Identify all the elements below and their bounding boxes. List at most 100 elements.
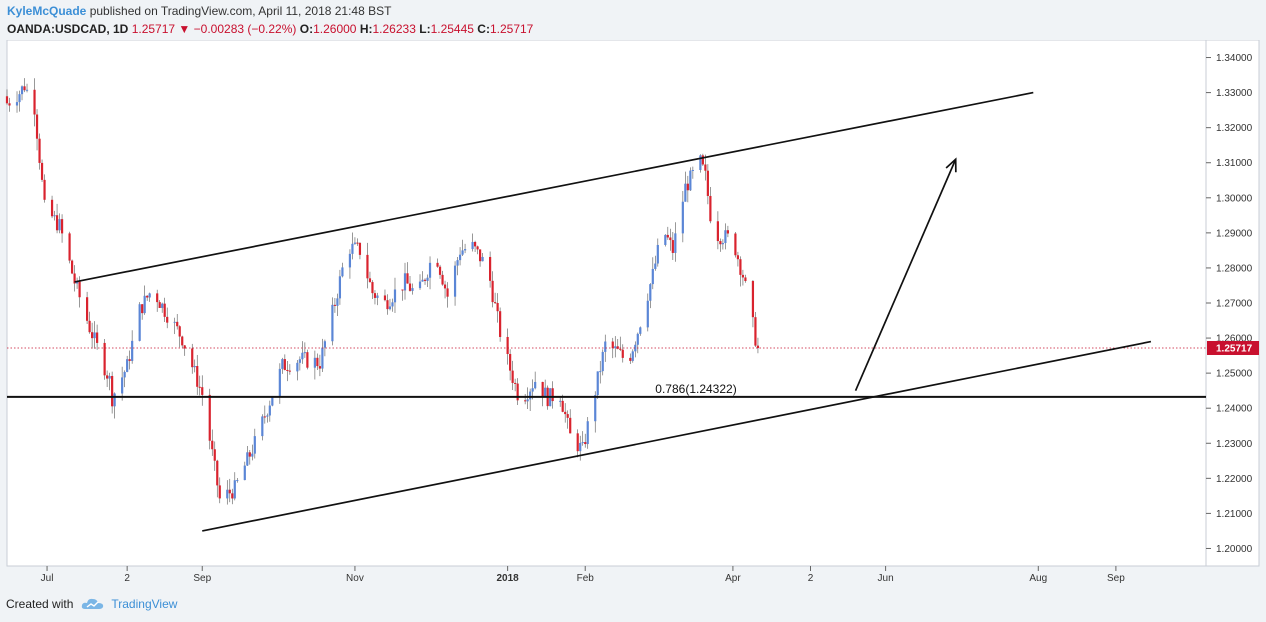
candle-body bbox=[126, 359, 129, 372]
time-tick-label: Feb bbox=[577, 573, 595, 584]
close-label: C: bbox=[477, 22, 490, 36]
price-tick-label: 1.20000 bbox=[1216, 544, 1253, 555]
published-text: published on TradingView.com, April 11, … bbox=[89, 4, 392, 18]
candle-body bbox=[529, 391, 532, 400]
candle-body bbox=[333, 304, 337, 306]
candle-body bbox=[383, 295, 387, 301]
candle-body bbox=[586, 421, 589, 445]
price-chart[interactable]: 0.786(1.24322) 1.20000 1.21000 1.22000 1.23… bbox=[0, 39, 1266, 584]
candle-body bbox=[163, 303, 166, 317]
candle-body bbox=[261, 416, 264, 437]
symbol-label[interactable]: OANDA:USDCAD, 1D bbox=[7, 22, 129, 36]
candle-body bbox=[231, 493, 234, 499]
candle-body bbox=[646, 300, 649, 328]
candle-body bbox=[303, 352, 306, 354]
candle-body bbox=[671, 240, 674, 253]
price-tick-label: 1.31000 bbox=[1216, 158, 1253, 169]
candle-body bbox=[656, 244, 659, 264]
candle-body bbox=[5, 96, 9, 104]
candle-body bbox=[506, 336, 509, 354]
price-tick-label: 1.29000 bbox=[1216, 228, 1253, 239]
candle-body bbox=[456, 260, 459, 266]
candle-body bbox=[701, 155, 704, 165]
candle-body bbox=[306, 352, 309, 368]
candle-body bbox=[161, 303, 164, 308]
candle-body bbox=[699, 155, 702, 170]
time-axis[interactable]: Jul 2 Sep Nov 2018 Feb Apr 2 Jun Aug Sep bbox=[41, 566, 1126, 584]
candle-body bbox=[376, 295, 379, 298]
candle-body bbox=[351, 243, 354, 254]
upper-channel-line bbox=[74, 91, 1034, 283]
candle-body bbox=[639, 327, 642, 334]
price-tick-label: 1.30000 bbox=[1216, 193, 1253, 204]
candle-body bbox=[569, 417, 572, 434]
price-tick-label: 1.25000 bbox=[1216, 369, 1253, 380]
candle-body bbox=[173, 321, 176, 323]
candle-body bbox=[233, 480, 236, 499]
candle-body bbox=[323, 341, 326, 348]
candle-body bbox=[691, 169, 694, 171]
candle-body bbox=[131, 340, 134, 361]
candle-body bbox=[438, 266, 442, 275]
candle-body bbox=[193, 366, 196, 368]
candle-body bbox=[338, 276, 342, 299]
candle-body bbox=[651, 268, 654, 285]
candle-body bbox=[78, 281, 81, 298]
candle-body bbox=[301, 352, 304, 360]
candle-body bbox=[756, 345, 760, 348]
candle-body bbox=[353, 242, 357, 244]
price-axis[interactable]: 1.20000 1.21000 1.22000 1.23000 1.24000 1.250… bbox=[1206, 53, 1259, 555]
candle-body bbox=[401, 289, 404, 291]
candle-body bbox=[599, 371, 602, 373]
lower-channel-line bbox=[202, 340, 1152, 532]
drawings-layer: 0.786(1.24322) bbox=[7, 91, 1206, 532]
candle-body bbox=[70, 260, 74, 274]
candle-body bbox=[108, 375, 111, 379]
time-tick-label: 2 bbox=[808, 573, 814, 584]
time-tick-label: Sep bbox=[193, 573, 211, 584]
candle-body bbox=[178, 326, 181, 337]
candle-body bbox=[33, 89, 36, 115]
candle-body bbox=[371, 282, 374, 294]
candle-body bbox=[754, 317, 757, 346]
candle-body bbox=[499, 311, 502, 337]
current-price-tag-label: 1.25717 bbox=[1216, 343, 1253, 354]
candle-body bbox=[706, 170, 709, 196]
candle-body bbox=[298, 359, 301, 363]
candle-body bbox=[436, 262, 439, 267]
time-tick-label: Aug bbox=[1029, 573, 1047, 584]
candle-body bbox=[176, 321, 179, 327]
candle-body bbox=[724, 230, 727, 244]
candle-body bbox=[211, 440, 214, 450]
price-tick-label: 1.26000 bbox=[1216, 334, 1253, 345]
created-with-text: Created with bbox=[6, 597, 74, 611]
chart-area[interactable]: 0.786(1.24322) 1.20000 1.21000 1.22000 1.23… bbox=[0, 39, 1266, 584]
candle-body bbox=[25, 89, 29, 91]
candle-body bbox=[288, 370, 291, 372]
candle-body bbox=[236, 480, 239, 482]
candle-body bbox=[471, 241, 474, 250]
candle-body bbox=[96, 332, 99, 343]
author-link[interactable]: KyleMcQuade bbox=[7, 4, 87, 18]
candle-body bbox=[614, 346, 617, 349]
candle-body bbox=[40, 162, 44, 180]
current-price-tag bbox=[1207, 340, 1259, 355]
candle-body bbox=[649, 284, 652, 301]
candle-body bbox=[654, 263, 657, 269]
candle-body bbox=[526, 399, 529, 402]
candle-body bbox=[243, 465, 246, 481]
candle-body bbox=[50, 199, 54, 217]
tradingview-link[interactable]: TradingView bbox=[111, 597, 178, 611]
candle-body bbox=[141, 304, 144, 314]
low-value: 1.25445 bbox=[430, 22, 474, 36]
arrow-head-icon bbox=[945, 157, 957, 173]
candle-body bbox=[55, 215, 59, 231]
candle-body bbox=[509, 353, 512, 371]
candle-body bbox=[681, 201, 684, 234]
candle-body bbox=[423, 279, 427, 281]
time-tick-label: Sep bbox=[1107, 573, 1125, 584]
candle-body bbox=[266, 415, 269, 417]
candle-body bbox=[564, 411, 567, 415]
time-tick-label: Jul bbox=[41, 573, 54, 584]
candle-body bbox=[316, 357, 319, 367]
